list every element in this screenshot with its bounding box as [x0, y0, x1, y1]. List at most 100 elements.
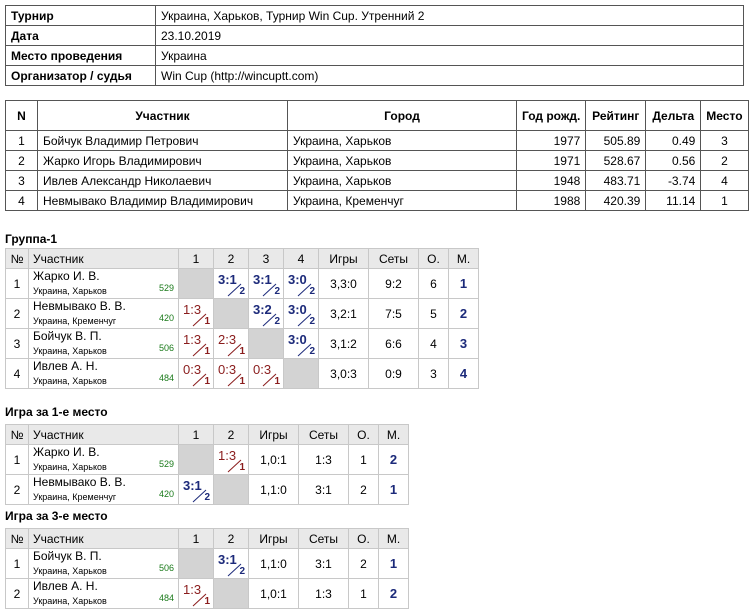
games: 3,1:2	[318, 328, 369, 359]
match-points: 2	[239, 566, 245, 577]
info-label: Организатор / судья	[5, 65, 156, 86]
score-box: 0:3 1	[250, 360, 283, 388]
match-points: 1	[239, 346, 245, 357]
score-slash	[192, 343, 207, 357]
games: 3,3:0	[318, 268, 369, 299]
slash-line	[262, 313, 277, 327]
score-slash	[297, 313, 312, 327]
slash-line	[227, 343, 242, 357]
sets: 9:2	[368, 268, 419, 299]
info-value: Украина	[155, 45, 744, 66]
participant-cell: 2	[5, 150, 38, 171]
score-box: 3:1 2	[215, 550, 248, 578]
player-name: Ивлев А. Н.	[33, 359, 98, 373]
column-header: Рейтинг	[585, 100, 647, 131]
participant-cell: Ивлев Александр Николаевич	[37, 170, 288, 191]
match-points: 2	[274, 286, 280, 297]
participant-cell: 1948	[515, 170, 587, 191]
column-header: М.	[448, 248, 479, 269]
score-cell: 1:3 1	[178, 578, 214, 609]
score-slash	[262, 373, 277, 387]
score-cell: 3:2 2	[248, 298, 284, 329]
score-slash	[192, 373, 207, 387]
participant-cell: 2	[700, 150, 749, 171]
match-points: 1	[204, 596, 210, 607]
score-box: 3:2 2	[250, 300, 283, 328]
participants-table: N Участник Город Год рожд. Рейтинг Дельта Мест…	[5, 100, 749, 211]
info-table: Турнир Украина, Харьков, Турнир Win Cup. …	[5, 5, 744, 86]
score-box: 1:3 1	[180, 330, 213, 358]
player-city: Украина, Харьков	[33, 462, 107, 472]
column-header: Сеты	[298, 528, 349, 549]
row-number: 2	[5, 578, 29, 609]
header-row: № Участник 1 2 Игры Сеты О. М.	[5, 424, 409, 445]
column-header: 1	[178, 424, 214, 445]
column-header: О.	[348, 424, 379, 445]
games: 1,1:0	[248, 474, 299, 505]
place: 1	[448, 268, 479, 299]
row-number: 2	[5, 474, 29, 505]
group-row: 3 Бойчук В. П. 506 Украина, Харьков 1:3 1 2:3 1…	[5, 328, 479, 359]
participant-cell: 3	[5, 170, 38, 191]
score-box: 2:3 1	[215, 330, 248, 358]
score-box: 3:0 2	[285, 300, 318, 328]
score: 3:0	[288, 332, 307, 347]
player-name: Жарко И. В.	[33, 269, 100, 283]
participant-cell: 1	[700, 190, 749, 211]
column-header: Сеты	[298, 424, 349, 445]
group-row: 2 Невмывако В. В. 420 Украина, Кременчуг 1:3…	[5, 298, 479, 329]
score-cell: 3:1 2	[213, 268, 249, 299]
column-header: Сеты	[368, 248, 419, 269]
group-table: № Участник 1 2 3 4 Игры Сеты О. М. 1 Жарко И. В. 529…	[5, 248, 479, 389]
points: 3	[418, 358, 449, 389]
group-row: 2 Ивлев А. Н. 484 Украина, Харьков 1:3 1 1,0:1…	[5, 578, 409, 609]
player-rating: 529	[158, 283, 174, 293]
points: 2	[348, 548, 379, 579]
score-slash	[297, 283, 312, 297]
info-value: 23.10.2019	[155, 25, 744, 46]
column-header: Игры	[318, 248, 369, 269]
header-row: № Участник 1 2 Игры Сеты О. М.	[5, 528, 409, 549]
sets: 1:3	[298, 578, 349, 609]
points: 1	[348, 578, 379, 609]
info-label: Дата	[5, 25, 156, 46]
header-row: N Участник Город Год рожд. Рейтинг Дельта Мест…	[5, 100, 749, 131]
place: 2	[378, 444, 409, 475]
participant-cell: Украина, Харьков	[287, 130, 517, 151]
score: 3:1	[218, 272, 237, 287]
place: 1	[378, 474, 409, 505]
slash-line	[262, 373, 277, 387]
info-value: Украина, Харьков, Турнир Win Cup. Утренн…	[155, 5, 744, 26]
group-table: № Участник 1 2 Игры Сеты О. М. 1 Жарко И. В. 529 Ук…	[5, 424, 409, 505]
column-header: М.	[378, 424, 409, 445]
slash-line	[227, 459, 242, 473]
player-rating: 529	[158, 459, 174, 469]
slash-line	[227, 563, 242, 577]
score: 3:1	[253, 272, 272, 287]
place: 4	[448, 358, 479, 389]
slash-line	[297, 313, 312, 327]
slash-line	[192, 373, 207, 387]
points: 6	[418, 268, 449, 299]
participant-cell: 4	[700, 170, 749, 191]
player-cell: Бойчук В. П. 506 Украина, Харьков	[28, 548, 179, 579]
column-header: Дельта	[645, 100, 702, 131]
place: 2	[448, 298, 479, 329]
self-cell	[213, 578, 249, 609]
place: 3	[448, 328, 479, 359]
slash-line	[192, 593, 207, 607]
row-number: 1	[5, 268, 29, 299]
player-city: Украина, Кременчуг	[33, 492, 117, 502]
player-rating: 420	[158, 313, 174, 323]
player-cell: Бойчук В. П. 506 Украина, Харьков	[28, 328, 179, 359]
player-name: Бойчук В. П.	[33, 329, 102, 343]
score-box: 1:3 1	[180, 580, 213, 608]
row-number: 1	[5, 548, 29, 579]
games: 1,0:1	[248, 444, 299, 475]
participant-cell: Украина, Харьков	[287, 170, 517, 191]
info-row: Организатор / судья Win Cup (http://wincu…	[5, 65, 744, 86]
slash-line	[227, 283, 242, 297]
sets: 3:1	[298, 474, 349, 505]
score-cell: 3:1 2	[213, 548, 249, 579]
self-cell	[178, 444, 214, 475]
